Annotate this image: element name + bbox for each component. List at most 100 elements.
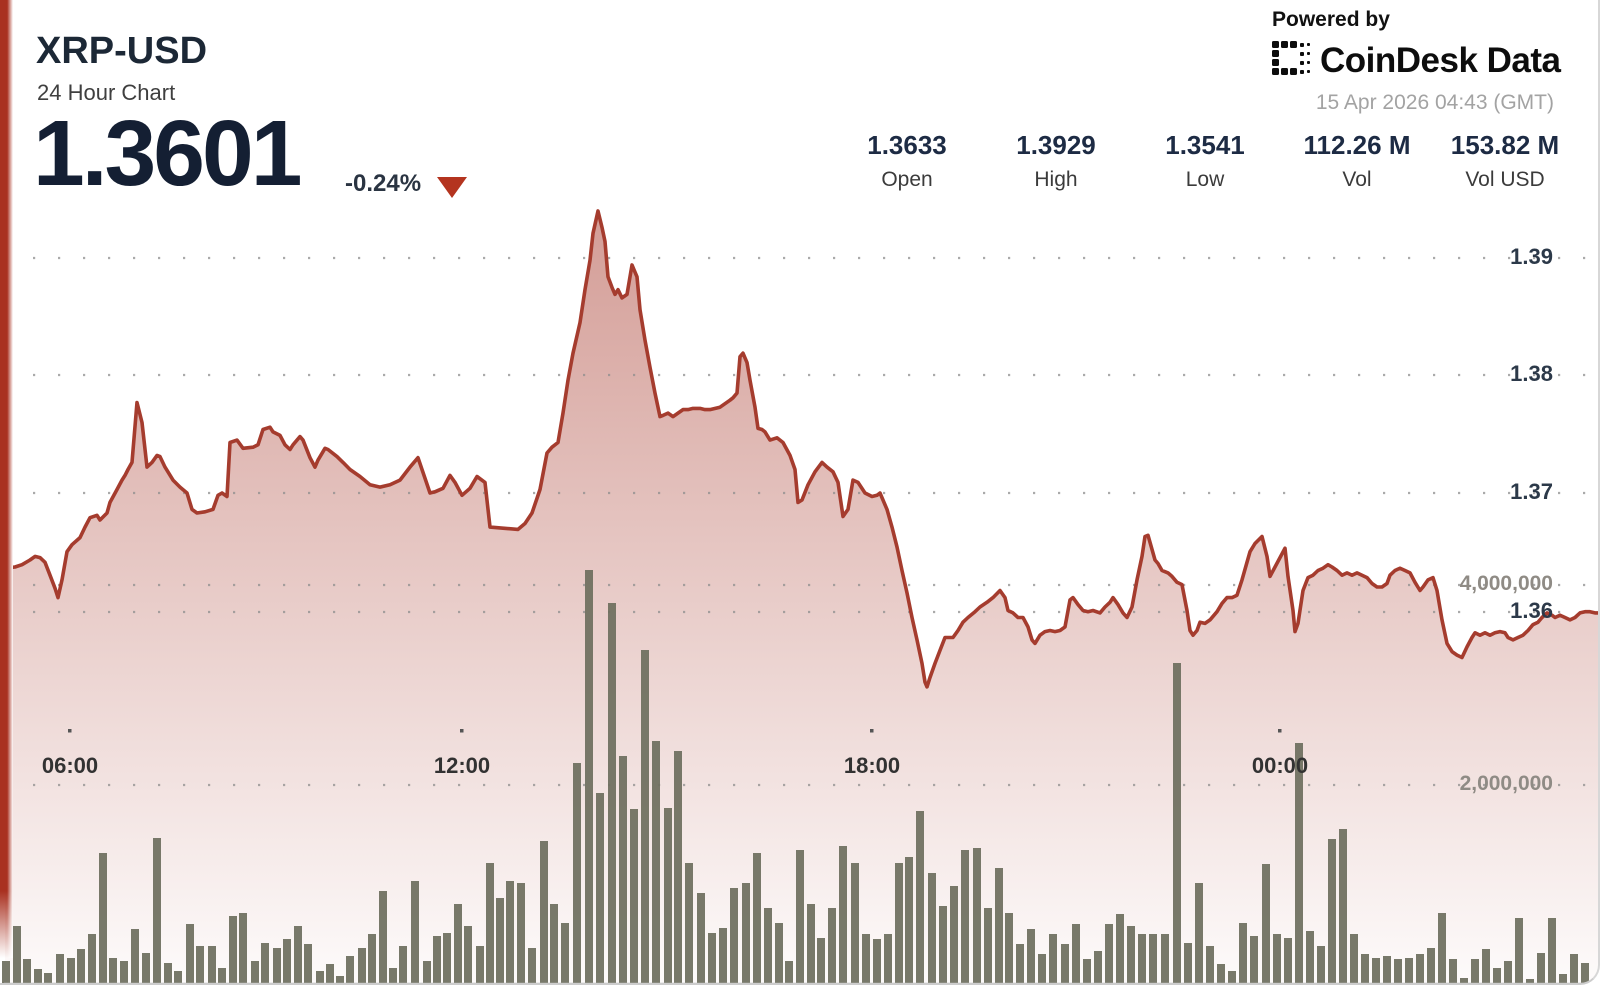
volume-bar bbox=[817, 938, 825, 983]
x-tick bbox=[460, 729, 464, 733]
volume-bar bbox=[1394, 959, 1402, 983]
volume-bar bbox=[1482, 949, 1490, 983]
volume-bar bbox=[664, 808, 672, 983]
stat-vol-usd: 153.82 M Vol USD bbox=[1451, 130, 1559, 192]
volume-bar bbox=[753, 853, 761, 983]
volume-bar bbox=[984, 908, 992, 983]
volume-bar bbox=[142, 953, 150, 983]
stats-row: 1.3633 Open 1.3929 High 1.3541 Low 112.2… bbox=[0, 130, 1598, 200]
volume-bar bbox=[443, 933, 451, 983]
volume-bar bbox=[1581, 963, 1589, 983]
left-accent-strip bbox=[0, 0, 13, 958]
volume-bar bbox=[1350, 934, 1358, 983]
volume-bar bbox=[730, 888, 738, 983]
x-tick bbox=[1278, 729, 1282, 733]
volume-bar bbox=[34, 969, 42, 983]
volume-bar bbox=[44, 973, 52, 983]
volume-bar bbox=[1184, 943, 1192, 983]
volume-bar bbox=[239, 913, 247, 983]
volume-bar bbox=[585, 570, 593, 983]
volume-bar bbox=[1493, 968, 1501, 983]
volume-bar bbox=[1405, 958, 1413, 983]
volume-bar bbox=[1570, 954, 1578, 983]
volume-bar bbox=[641, 650, 649, 983]
stat-value: 153.82 M bbox=[1450, 130, 1560, 160]
volume-bar bbox=[164, 963, 172, 983]
volume-bar bbox=[2, 961, 10, 983]
volume-bar bbox=[261, 943, 269, 983]
stat-value: 1.3633 bbox=[867, 130, 947, 160]
volume-bar bbox=[1072, 924, 1080, 983]
volume-bar bbox=[619, 756, 627, 983]
volume-bar bbox=[1504, 961, 1512, 983]
volume-bar bbox=[697, 893, 705, 983]
volume-bar bbox=[1262, 864, 1270, 983]
stat-label: Vol bbox=[1342, 168, 1372, 191]
volume-bar bbox=[423, 961, 431, 983]
volume-bar bbox=[273, 948, 281, 983]
volume-bar bbox=[1149, 934, 1157, 983]
volume-bar bbox=[464, 926, 472, 983]
volume-bar bbox=[99, 853, 107, 983]
volume-bar bbox=[873, 939, 881, 983]
volume-bar bbox=[1027, 929, 1035, 983]
volume-bar bbox=[1273, 934, 1281, 983]
volume-bar bbox=[1083, 959, 1091, 983]
stat-label: Low bbox=[1185, 168, 1225, 191]
volume-bar bbox=[56, 954, 64, 983]
volume-bar bbox=[196, 946, 204, 983]
volume-bar bbox=[950, 886, 958, 983]
volume-bar bbox=[517, 883, 525, 983]
stat-label: Vol USD bbox=[1465, 168, 1545, 191]
volume-bar bbox=[131, 929, 139, 983]
volume-bar bbox=[358, 948, 366, 983]
volume-bar bbox=[561, 923, 569, 983]
stat-label: Open bbox=[881, 168, 933, 191]
volume-bar bbox=[1339, 829, 1347, 983]
x-tick bbox=[68, 729, 72, 733]
volume-bar bbox=[433, 936, 441, 983]
volume-bar bbox=[1016, 944, 1024, 983]
volume-bar bbox=[294, 926, 302, 983]
volume-bar bbox=[1416, 954, 1424, 983]
stat-open: 1.3633 Open bbox=[867, 130, 947, 192]
brand-row[interactable]: CoinDesk Data bbox=[1272, 40, 1561, 82]
volume-bar bbox=[1217, 964, 1225, 983]
volume-bar bbox=[1239, 923, 1247, 983]
down-triangle-icon bbox=[437, 177, 467, 198]
stat-high: 1.3929 High bbox=[1016, 130, 1096, 192]
volume-bar bbox=[1306, 931, 1314, 983]
volume-bar bbox=[708, 933, 716, 983]
volume-bar bbox=[67, 958, 75, 983]
stat-value: 112.26 M bbox=[1303, 130, 1411, 160]
volume-bar bbox=[596, 793, 604, 983]
volume-bar bbox=[88, 934, 96, 983]
volume-bar bbox=[785, 961, 793, 983]
volume-bar bbox=[764, 908, 772, 983]
volume-bar bbox=[862, 934, 870, 983]
volume-bar bbox=[550, 904, 558, 983]
volume-bar bbox=[1038, 954, 1046, 983]
volume-bar bbox=[1361, 954, 1369, 983]
volume-bar bbox=[1515, 918, 1523, 983]
volume-bar bbox=[1161, 934, 1169, 983]
volume-bar bbox=[316, 971, 324, 983]
volume-bar bbox=[1005, 913, 1013, 983]
volume-bar bbox=[1138, 934, 1146, 983]
volume-bar bbox=[1471, 959, 1479, 983]
powered-by-block: Powered by bbox=[1272, 8, 1561, 115]
volume-bar bbox=[884, 934, 892, 983]
volume-bar bbox=[13, 926, 21, 983]
volume-bar bbox=[573, 763, 581, 983]
price-area-fill bbox=[5, 211, 1598, 983]
volume-bar bbox=[506, 881, 514, 983]
stat-label: High bbox=[1034, 168, 1078, 191]
volume-bar bbox=[1317, 946, 1325, 983]
change-percent: -0.24% bbox=[345, 170, 422, 197]
volume-bar bbox=[23, 959, 31, 983]
x-tick bbox=[870, 729, 874, 733]
volume-bar bbox=[304, 944, 312, 983]
chart-subtitle: 24 Hour Chart bbox=[37, 80, 176, 105]
